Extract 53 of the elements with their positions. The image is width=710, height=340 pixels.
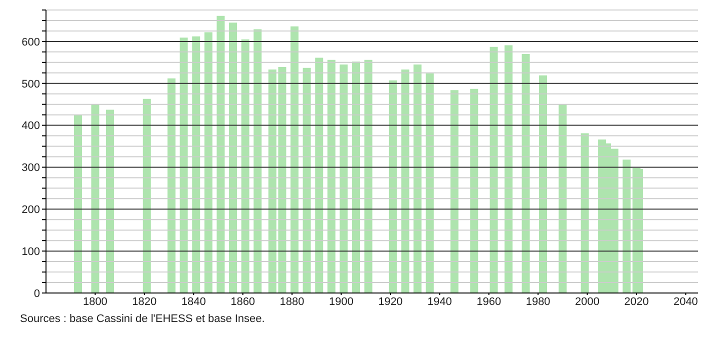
x-tick-label: 1880 <box>280 296 304 308</box>
bar <box>315 58 324 293</box>
bar <box>522 54 530 293</box>
x-tick-label: 1920 <box>378 296 403 308</box>
bar <box>622 160 631 293</box>
bar <box>192 36 200 293</box>
bar <box>216 16 225 293</box>
bar <box>558 104 567 293</box>
bar <box>352 62 360 293</box>
y-tick-label: 500 <box>22 78 40 90</box>
bar <box>106 110 114 293</box>
bar <box>204 32 212 293</box>
bar <box>229 22 238 293</box>
bar <box>490 46 498 293</box>
bar <box>450 90 458 293</box>
bar <box>388 80 397 293</box>
x-tick-label: 2020 <box>624 296 649 308</box>
bar <box>91 104 100 293</box>
y-tick-label: 300 <box>22 162 40 174</box>
bar <box>580 133 589 293</box>
bar <box>241 39 250 293</box>
y-tick-label: 200 <box>22 204 40 216</box>
bar <box>426 73 434 293</box>
bar <box>290 26 299 293</box>
x-tick-label: 1860 <box>230 296 256 308</box>
bar <box>470 88 478 293</box>
y-tick-label: 600 <box>22 36 40 48</box>
y-tick-label: 0 <box>34 288 40 300</box>
x-tick-label: 1980 <box>526 296 550 308</box>
x-tick-label: 1820 <box>132 296 157 308</box>
x-tick-label: 1800 <box>82 296 108 308</box>
x-tick-label: 2040 <box>673 296 698 308</box>
source-note: Sources : base Cassini de l'EHESS et base Insee. <box>20 313 266 325</box>
bar <box>327 60 336 293</box>
bar <box>302 68 311 293</box>
bar <box>504 45 513 293</box>
y-tick-label: 100 <box>22 246 40 258</box>
bar <box>364 60 372 293</box>
x-tick-label: 1940 <box>427 296 452 308</box>
x-tick-label: 2000 <box>575 296 600 308</box>
bar <box>74 114 82 293</box>
x-tick-label: 1900 <box>329 296 354 308</box>
x-tick-label: 1840 <box>181 296 206 308</box>
bar <box>340 64 348 293</box>
bar <box>142 98 151 293</box>
bar <box>414 64 422 293</box>
bar <box>401 70 410 293</box>
bar <box>167 78 176 293</box>
x-tick-label: 1960 <box>476 296 502 308</box>
bar <box>180 38 188 293</box>
bar <box>254 29 262 293</box>
bar <box>539 75 548 293</box>
y-tick-label: 400 <box>22 120 40 132</box>
